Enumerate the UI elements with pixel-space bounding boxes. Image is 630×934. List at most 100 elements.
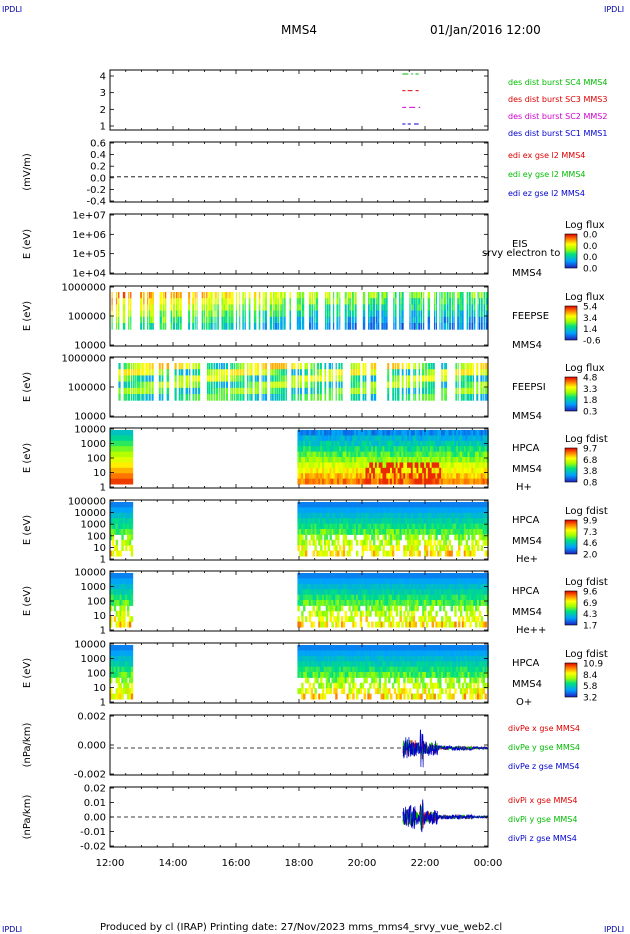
feeps_i-cell (467, 381, 470, 389)
hpca_he-cell (339, 545, 342, 552)
feeps_e-cell (477, 310, 479, 318)
hpca_he-cell (395, 512, 399, 519)
hpca_hepp-cell (337, 573, 340, 579)
hpca_h-cell (308, 467, 312, 474)
colorbar-tick-label: 9.9 (583, 517, 598, 527)
feeps_i-cell (215, 387, 219, 395)
hpca_h-cell (418, 430, 421, 436)
hpca_hepp-cell (359, 594, 363, 601)
feeps_e-cell (449, 310, 452, 318)
hpca_h-cell (446, 451, 450, 458)
hpca_he-cell (382, 518, 385, 525)
hpca_h-cell (420, 430, 423, 436)
hpca_h-cell (442, 451, 446, 458)
hpca_h-cell (127, 478, 130, 485)
hpca_h-cell (454, 478, 457, 485)
hpca_hepp-cell (386, 600, 389, 606)
feeps_i-cell (387, 369, 390, 376)
hpca_he-cell (482, 512, 486, 519)
feeps_i-cell (324, 387, 327, 395)
spacecraft-label: MMS4 (512, 536, 542, 547)
hpca_he-cell (121, 539, 124, 546)
hpca_h-cell (416, 473, 419, 480)
hpca_h-cell (128, 467, 132, 474)
hpca_hepp-cell (127, 583, 130, 590)
feeps_e-cell (298, 310, 302, 318)
feeps_i-cell (353, 381, 356, 389)
hpca_hepp-cell (119, 594, 122, 601)
hpca_h-cell (359, 430, 363, 436)
hpca_he-cell (388, 523, 391, 530)
feeps_i-cell (230, 363, 232, 370)
hpca_hepp-cell (422, 583, 425, 590)
hpca_hepp-cell (418, 583, 421, 590)
hpca_h-cell (469, 446, 472, 453)
hpca_h-cell (444, 446, 448, 453)
hpca_h-cell (412, 430, 416, 436)
hpca_h-cell (431, 467, 435, 474)
hpca_he-cell (431, 545, 435, 552)
hpca_h-cell (386, 473, 389, 480)
feeps_e-cell (253, 304, 257, 312)
feeps_e-cell (188, 316, 191, 324)
hpca_hepp-cell (425, 573, 429, 579)
feeps_i-cell (353, 375, 356, 383)
hpca_h-cell (344, 462, 348, 469)
hpca_h-cell (429, 435, 433, 442)
hpca_he-cell (459, 534, 463, 541)
hpca_hepp-cell (441, 594, 444, 601)
feeps_i-cell (178, 394, 181, 401)
hpca_h-cell (478, 440, 482, 447)
feeps_e-cell (375, 310, 378, 318)
hpca_he-cell (130, 534, 134, 541)
feeps_e-cell (152, 298, 154, 305)
hpca_h-cell (113, 440, 117, 447)
y-tick-label: 1000 (81, 520, 106, 531)
hpca_he-cell (304, 545, 308, 552)
feeps_i-cell (158, 363, 161, 370)
hpca_hepp-cell (452, 573, 455, 579)
hpca_he-cell (297, 502, 300, 508)
hpca_he-cell (306, 502, 310, 508)
hpca_h-cell (119, 478, 122, 485)
feeps_e-cell (203, 298, 205, 305)
hpca_h-cell (339, 435, 342, 442)
hpca_he-cell (405, 545, 408, 552)
hpca_h-cell (356, 451, 359, 458)
feeps_e-cell (411, 323, 414, 330)
spacecraft-label: MMS4 (512, 268, 542, 279)
hpca_hepp-cell (467, 589, 470, 596)
hpca_he-cell (403, 502, 406, 508)
hpca_h-cell (304, 446, 308, 453)
feeps_e-cell (457, 298, 460, 305)
feeps_e-cell (148, 316, 150, 324)
hpca_hepp-cell (475, 589, 478, 596)
hpca_he-cell (416, 539, 419, 546)
hpca_h-cell (316, 473, 319, 480)
feeps_e-cell (262, 323, 264, 330)
hpca_he-cell (448, 539, 452, 546)
hpca_h-cell (316, 467, 319, 474)
hpca_h-cell (350, 462, 353, 469)
hpca_h-cell (371, 478, 374, 485)
hpca_hepp-cell (452, 589, 455, 596)
hpca_h-cell (478, 435, 482, 442)
hpca_hepp-cell (380, 583, 383, 590)
hpca_h-cell (369, 467, 372, 474)
hpca_h-cell (442, 430, 446, 436)
feeps_e-cell (477, 292, 479, 299)
hpca_hepp-cell (465, 610, 469, 617)
hpca_h-cell (312, 430, 315, 436)
hpca_hepp-cell (431, 621, 435, 628)
hpca_he-cell (331, 518, 334, 525)
hpca_h-cell (359, 435, 363, 442)
hpca_h-cell (408, 467, 412, 474)
hpca_he-cell (301, 502, 304, 508)
hpca_hepp-cell (412, 594, 416, 601)
hpca_he-cell (412, 545, 416, 552)
hpca_h-cell (318, 457, 321, 463)
feeps_i-cell (469, 369, 473, 376)
hpca_h-cell (365, 473, 368, 480)
hpca_h-cell (459, 451, 463, 458)
